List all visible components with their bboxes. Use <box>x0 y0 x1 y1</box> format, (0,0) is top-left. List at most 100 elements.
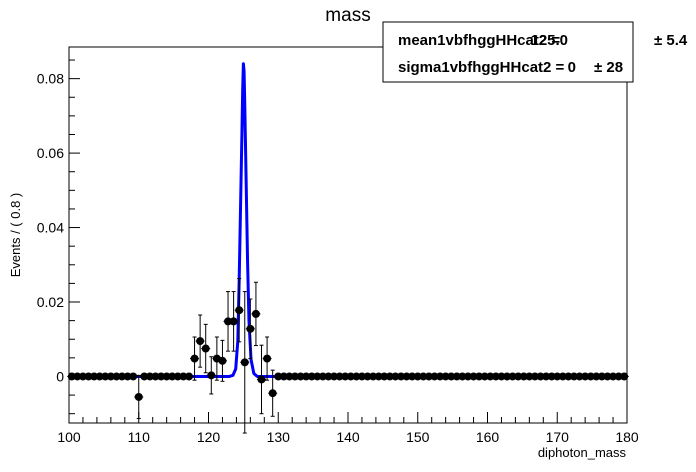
data-marker <box>424 372 433 381</box>
y-axis-label: Events / ( 0.8 ) <box>8 193 23 278</box>
data-marker <box>603 372 612 381</box>
data-marker <box>157 372 166 381</box>
data-point <box>257 344 267 415</box>
data-marker <box>530 372 539 381</box>
data-marker <box>408 372 417 381</box>
data-marker <box>78 372 87 381</box>
data-point <box>195 314 205 368</box>
axes: 100 110 120 130 140 150 160 170 180 0 0.02 0.04 0.06… <box>37 59 639 445</box>
y-tick-label: 0.08 <box>37 71 64 87</box>
data-marker <box>190 354 199 363</box>
stats-box-frame <box>382 21 634 83</box>
data-marker <box>318 372 327 381</box>
data-marker <box>436 372 445 381</box>
data-marker <box>140 372 149 381</box>
x-tick-label: 150 <box>406 429 430 445</box>
data-marker <box>218 356 227 365</box>
data-marker <box>536 372 545 381</box>
data-point <box>206 356 216 395</box>
fit-curve-layer <box>69 62 627 378</box>
data-marker <box>290 372 299 381</box>
stats-row-1-name: sigma1vbfhggHHcat2 = <box>398 59 565 76</box>
data-marker <box>335 372 344 381</box>
data-marker <box>581 372 590 381</box>
data-point <box>134 374 144 420</box>
stats-box: mean1vbfhggHHcat2 = 125.0 ± 5.4 sigma1vb… <box>382 21 688 83</box>
stats-row-0-error: ± 5.4 <box>654 32 688 49</box>
data-marker <box>363 372 372 381</box>
data-point <box>245 298 255 360</box>
data-point <box>201 323 211 374</box>
data-point <box>184 372 194 381</box>
data-marker <box>419 372 428 381</box>
data-marker <box>547 372 556 381</box>
data-marker <box>173 372 182 381</box>
data-point <box>223 291 233 352</box>
data-marker <box>240 358 249 367</box>
stats-row-0-value: 125.0 <box>530 32 568 49</box>
data-marker <box>553 372 562 381</box>
data-marker <box>145 372 154 381</box>
data-marker <box>391 372 400 381</box>
data-marker <box>123 372 132 381</box>
data-marker <box>106 372 115 381</box>
y-tick-label: 0.02 <box>37 294 64 310</box>
data-marker <box>380 372 389 381</box>
stats-row-1-value: 0 <box>568 59 576 76</box>
data-marker <box>179 372 188 381</box>
data-marker <box>614 372 623 381</box>
data-marker <box>196 337 205 346</box>
data-marker <box>447 372 456 381</box>
data-marker <box>118 372 127 381</box>
data-marker <box>497 372 506 381</box>
x-tick-label: 130 <box>267 429 291 445</box>
data-marker <box>402 372 411 381</box>
stats-row-1-error: ± 28 <box>594 59 623 76</box>
data-point <box>217 339 227 382</box>
data-marker <box>84 372 93 381</box>
data-marker <box>184 372 193 381</box>
data-marker <box>73 372 82 381</box>
data-marker <box>458 372 467 381</box>
data-marker <box>168 372 177 381</box>
data-marker <box>475 372 484 381</box>
x-tick-label: 170 <box>546 429 570 445</box>
x-tick-label: 120 <box>197 429 221 445</box>
data-marker <box>441 372 450 381</box>
data-marker <box>313 372 322 381</box>
x-tick-label: 160 <box>476 429 500 445</box>
data-marker <box>90 372 99 381</box>
data-marker <box>134 392 143 401</box>
data-marker <box>235 306 244 315</box>
data-marker <box>285 372 294 381</box>
y-tick-label: 0.06 <box>37 145 64 161</box>
data-points-layer <box>67 278 629 434</box>
data-marker <box>592 372 601 381</box>
data-marker <box>463 372 472 381</box>
data-marker <box>263 354 272 363</box>
data-marker <box>542 372 551 381</box>
data-marker <box>569 372 578 381</box>
data-point <box>240 291 250 434</box>
stats-row-0-name: mean1vbfhggHHcat2 = <box>398 32 560 49</box>
x-tick-label: 100 <box>57 429 81 445</box>
data-marker <box>385 372 394 381</box>
plot-frame <box>68 46 628 424</box>
x-tick-label: 140 <box>336 429 360 445</box>
data-marker <box>279 372 288 381</box>
data-marker <box>508 372 517 381</box>
data-marker <box>586 372 595 381</box>
data-marker <box>469 372 478 381</box>
data-marker <box>324 372 333 381</box>
data-marker <box>274 372 283 381</box>
chart-title: mass <box>325 5 370 26</box>
data-point <box>251 281 261 347</box>
data-marker <box>357 372 366 381</box>
data-marker <box>112 372 121 381</box>
data-marker <box>268 389 277 398</box>
data-marker <box>352 372 361 381</box>
x-tick-label: 180 <box>615 429 639 445</box>
data-marker <box>224 317 233 326</box>
data-marker <box>251 309 260 318</box>
